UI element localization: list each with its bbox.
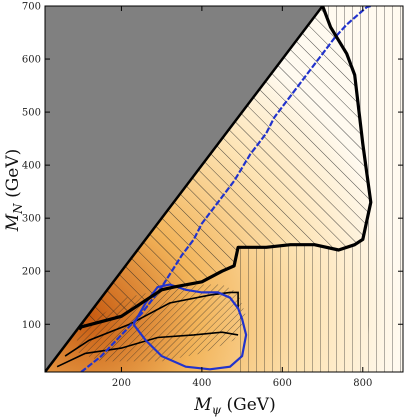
y-tick-label: 300 bbox=[22, 214, 41, 225]
y-axis-unit: (GeV) bbox=[3, 149, 23, 204]
black-exclusion-boundary bbox=[77, 6, 373, 331]
y-tick-label: 100 bbox=[22, 320, 41, 331]
y-tick-label: 400 bbox=[22, 161, 41, 172]
blue-contour-2 bbox=[132, 283, 248, 371]
x-axis-symbol: M bbox=[193, 395, 212, 415]
x-tick-label: 400 bbox=[192, 378, 211, 389]
inner-black-contour-1 bbox=[64, 291, 239, 357]
x-tick-label: 800 bbox=[353, 378, 372, 389]
plot-content bbox=[45, 6, 403, 372]
inner-black-contour-2 bbox=[56, 331, 239, 368]
y-tick-label: 600 bbox=[22, 55, 41, 66]
vertical-hatched-region bbox=[322, 6, 403, 372]
y-tick-label: 700 bbox=[22, 2, 41, 13]
x-tick-label: 200 bbox=[112, 378, 131, 389]
y-tick-label: 500 bbox=[22, 108, 41, 119]
blue-contour-1 bbox=[80, 6, 372, 372]
y-axis-title: MN (GeV) bbox=[3, 149, 25, 233]
y-tick-label: 200 bbox=[22, 267, 41, 278]
y-axis-symbol: M bbox=[3, 213, 23, 232]
x-axis-subscript: ψ bbox=[212, 403, 222, 417]
x-axis-unit: (GeV) bbox=[221, 395, 276, 415]
axis-ticks: 200 400 600 800 100 200 300 400 500 600 700 bbox=[22, 2, 403, 389]
y-axis-subscript: N bbox=[11, 203, 25, 215]
x-tick-label: 600 bbox=[273, 378, 292, 389]
x-axis-title: Mψ (GeV) bbox=[193, 395, 275, 417]
vertical-hatched-bottom bbox=[234, 202, 371, 372]
diagonal-edge-line bbox=[45, 6, 324, 372]
plot-frame bbox=[44, 5, 404, 373]
dense-hatched-region bbox=[73, 284, 247, 362]
